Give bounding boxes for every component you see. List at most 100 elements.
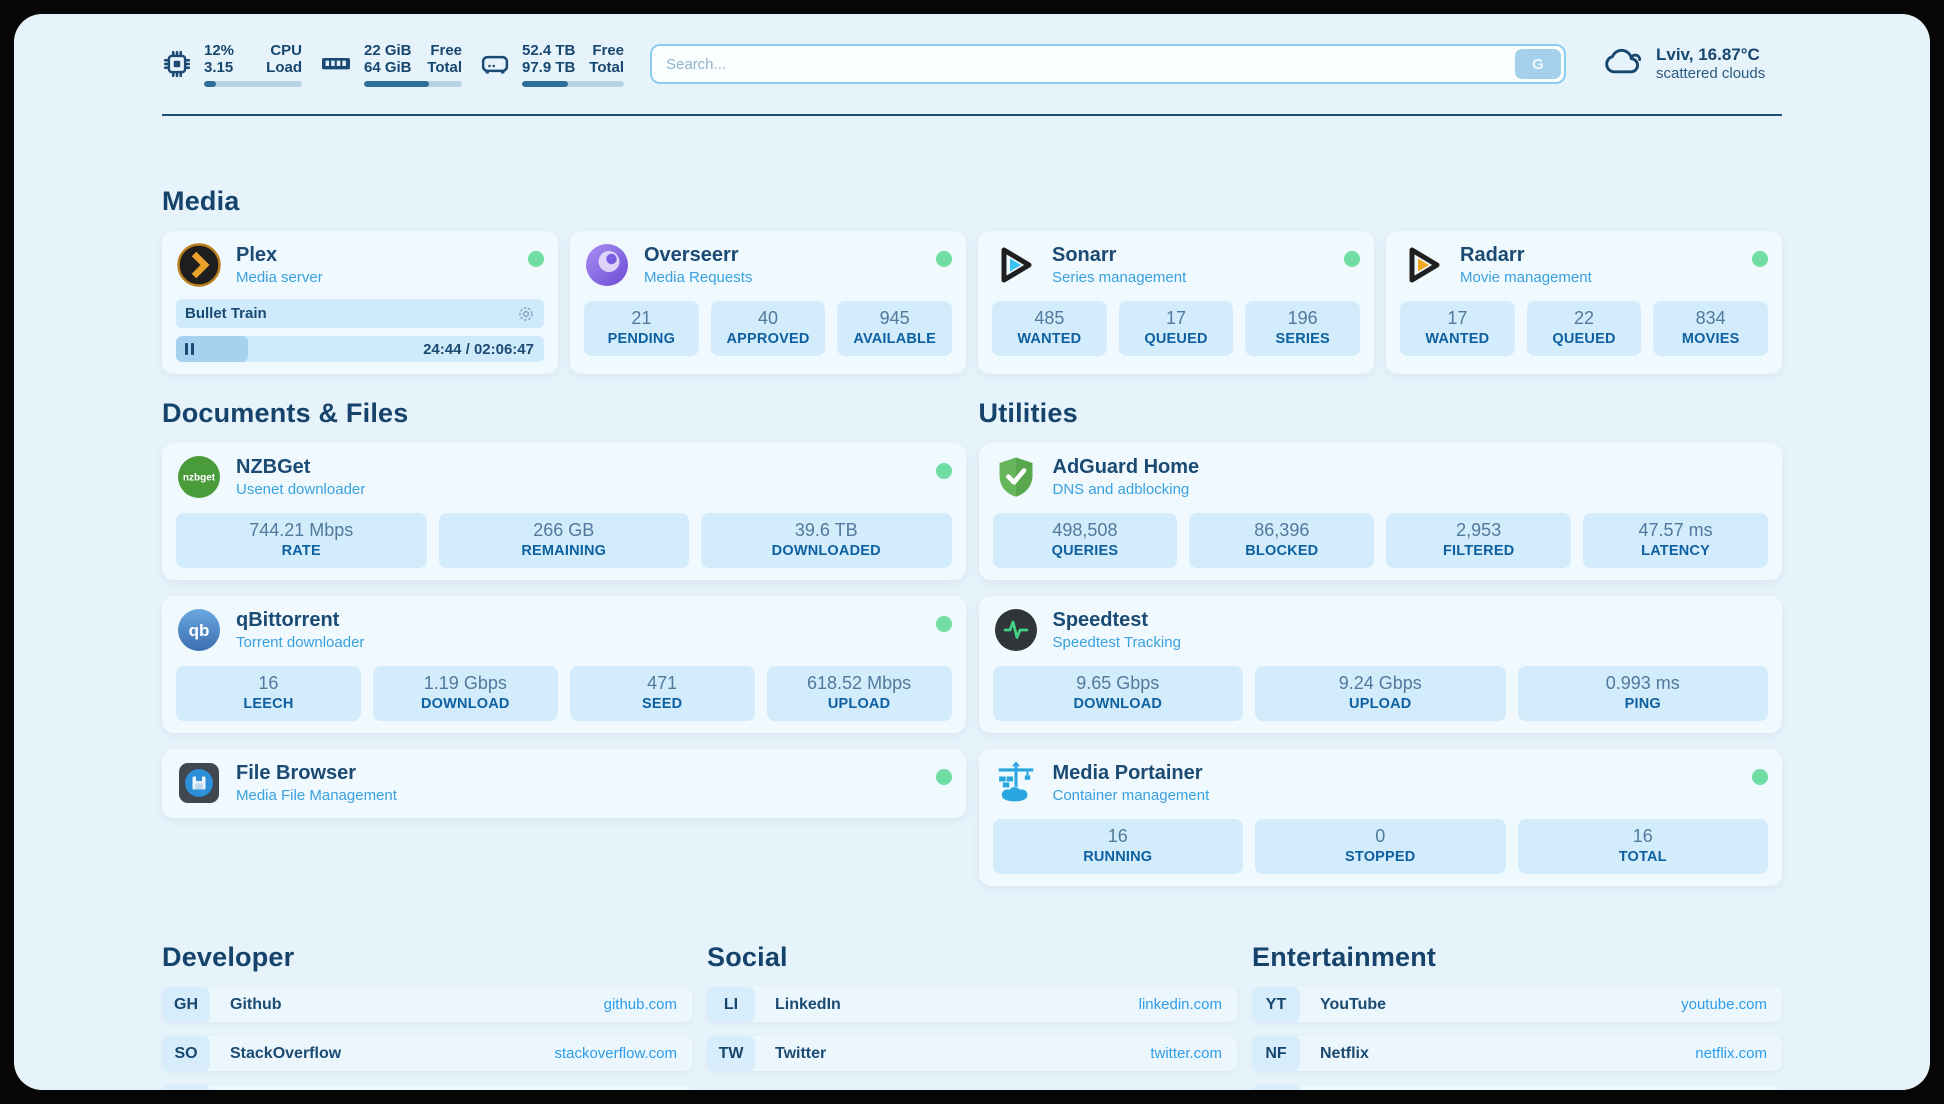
stat-downloaded: 39.6 TB DOWNLOADED [701,513,952,568]
stat-ping: 0.993 ms PING [1517,666,1768,721]
stat-label: FILTERED [1442,543,1515,559]
social-section-title: Social [707,942,788,972]
stat-pending: 21 PENDING [584,301,699,356]
stat-value: 0.993 ms [1605,673,1680,693]
app-card-nzbget[interactable]: nzbget NZBGet Usenet downloader 744.21 M… [162,443,966,580]
search-bar: G [650,44,1566,84]
stat-value: 744.21 Mbps [249,520,354,540]
bookmark-dev[interactable]: DT DEV dev.to [162,1085,692,1090]
stat-wanted: 485 WANTED [992,301,1107,356]
app-card-file-browser[interactable]: File Browser Media File Management [162,749,966,818]
stat-filtered: 2,953 FILTERED [1386,513,1572,568]
plex-icon [176,242,222,288]
app-subtitle: Media Requests [644,268,753,286]
app-name: Media Portainer [1052,761,1203,784]
bookmark-linkedin[interactable]: LI LinkedIn linkedin.com [707,987,1237,1022]
app-card-qbittorrent[interactable]: qb qBittorrent Torrent downloader 16 LEE… [162,596,966,733]
bookmark-netflix[interactable]: NF Netflix netflix.com [1252,1036,1782,1071]
app-card-sonarr[interactable]: Sonarr Series management 485 WANTED 17 Q… [978,231,1374,374]
dashboard: 12% 3.15 CPU Load [14,14,1930,1090]
bookmark-abbr: RE [1252,1085,1300,1090]
search-engine-button[interactable]: G [1515,49,1561,79]
section-documents-files: Documents & Files nzbget NZBGet Usenet d… [162,398,966,902]
bookmark-abbr: NF [1252,1036,1300,1071]
search-input[interactable] [650,44,1566,84]
stat-value: 2,953 [1456,520,1502,540]
stat-stopped: 0 STOPPED [1255,819,1506,874]
bookmark-abbr: SO [162,1036,210,1071]
documents-section-title: Documents & Files [162,398,409,428]
gear-icon[interactable] [517,305,535,323]
stat-label: WANTED [1017,331,1082,347]
bookmark-group-developer: Developer GH Github github.com SO StackO… [162,942,692,1090]
bookmark-reddit[interactable]: RE Reddit reddit.com [1252,1085,1782,1090]
app-name: NZBGet [236,455,311,478]
status-dot [935,616,952,632]
bookmark-group-entertainment: Entertainment YT YouTube youtube.com NF … [1252,942,1782,1090]
app-name: File Browser [236,761,357,784]
app-card-radarr[interactable]: Radarr Movie management 17 WANTED 22 QUE… [1386,231,1782,374]
bookmark-url: stackoverflow.com [554,1045,677,1062]
app-card-media-portainer[interactable]: Media Portainer Container management 16 … [978,749,1782,886]
stat-value: 17 [1447,308,1468,328]
stat-label: BLOCKED [1245,543,1319,559]
status-dot [935,769,952,785]
adguard-icon [993,454,1039,500]
stat-label: PING [1624,696,1661,712]
speedtest-icon [993,607,1039,653]
stat-value: 86,396 [1254,520,1310,540]
app-subtitle: DNS and adblocking [1052,480,1190,498]
stat-label: QUERIES [1051,543,1119,559]
section-media: Media Plex Media server [162,186,1782,374]
section-utilities: Utilities AdGuard Home DNS and adblockin… [978,398,1782,902]
bookmark-youtube[interactable]: YT YouTube youtube.com [1252,987,1782,1022]
stat-label: AVAILABLE [853,331,936,347]
stat-available: 945 AVAILABLE [837,301,953,356]
cpu-progress-bar [204,80,302,87]
stat-value: 1.19 Gbps [423,673,507,693]
media-section-title: Media [162,186,240,216]
bookmark-abbr: YT [1252,987,1300,1022]
bookmark-name: Twitter [775,1044,827,1062]
app-card-plex[interactable]: Plex Media server Bullet Train [162,231,558,374]
sonarr-icon [992,242,1038,288]
bookmark-github[interactable]: GH Github github.com [162,987,692,1022]
stat-label: REMAINING [521,543,607,559]
stat-remaining: 266 GB REMAINING [438,513,689,568]
stat-value: 21 [631,308,652,328]
weather-widget: Lviv, 16.87°C scattered clouds [1602,45,1782,83]
memory-monitor: 22 GiB 64 GiB Free Total [320,42,462,87]
bookmark-abbr: TW [707,1036,755,1071]
status-dot [1344,251,1360,267]
stat-queries: 498,508 QUERIES [992,513,1178,568]
svg-text:nzbget: nzbget [183,473,216,484]
now-playing-row: Bullet Train [176,299,544,328]
disk-values: 52.4 TB 97.9 TB [522,41,576,76]
bookmark-name: Github [230,995,282,1013]
app-subtitle: Container management [1052,786,1210,804]
stat-label: MOVIES [1681,331,1740,347]
stat-value: 22 [1573,308,1595,328]
stat-movies: 834 MOVIES [1653,301,1769,356]
stat-label: STOPPED [1345,849,1416,865]
bookmark-stackoverflow[interactable]: SO StackOverflow stackoverflow.com [162,1036,692,1071]
app-card-overseerr[interactable]: Overseerr Media Requests 21 PENDING 40 A… [570,231,966,374]
disk-icon [480,49,510,79]
stat-latency: 47.57 ms LATENCY [1583,513,1768,568]
stat-value: 471 [647,673,678,693]
app-card-adguard-home[interactable]: AdGuard Home DNS and adblocking 498,508 … [978,443,1782,580]
now-playing-title: Bullet Train [185,305,267,322]
bookmark-abbr: GH [162,987,210,1022]
bookmark-name: Netflix [1320,1044,1369,1062]
pause-icon[interactable] [185,343,194,355]
stat-label: RATE [281,543,321,559]
bookmark-twitter[interactable]: TW Twitter twitter.com [707,1036,1237,1071]
bookmark-group-social: Social LI LinkedIn linkedin.com TW Twitt… [707,942,1237,1090]
playback-progress-bar[interactable]: 24:44 / 02:06:47 [176,336,544,362]
stat-label: DOWNLOADED [771,543,881,559]
app-subtitle: Series management [1052,268,1187,286]
stat-leech: 16 LEECH [176,666,361,721]
app-card-speedtest[interactable]: Speedtest Speedtest Tracking 9.65 Gbps D… [978,596,1782,733]
app-subtitle: Media File Management [236,786,397,804]
app-name: Plex [236,243,278,266]
